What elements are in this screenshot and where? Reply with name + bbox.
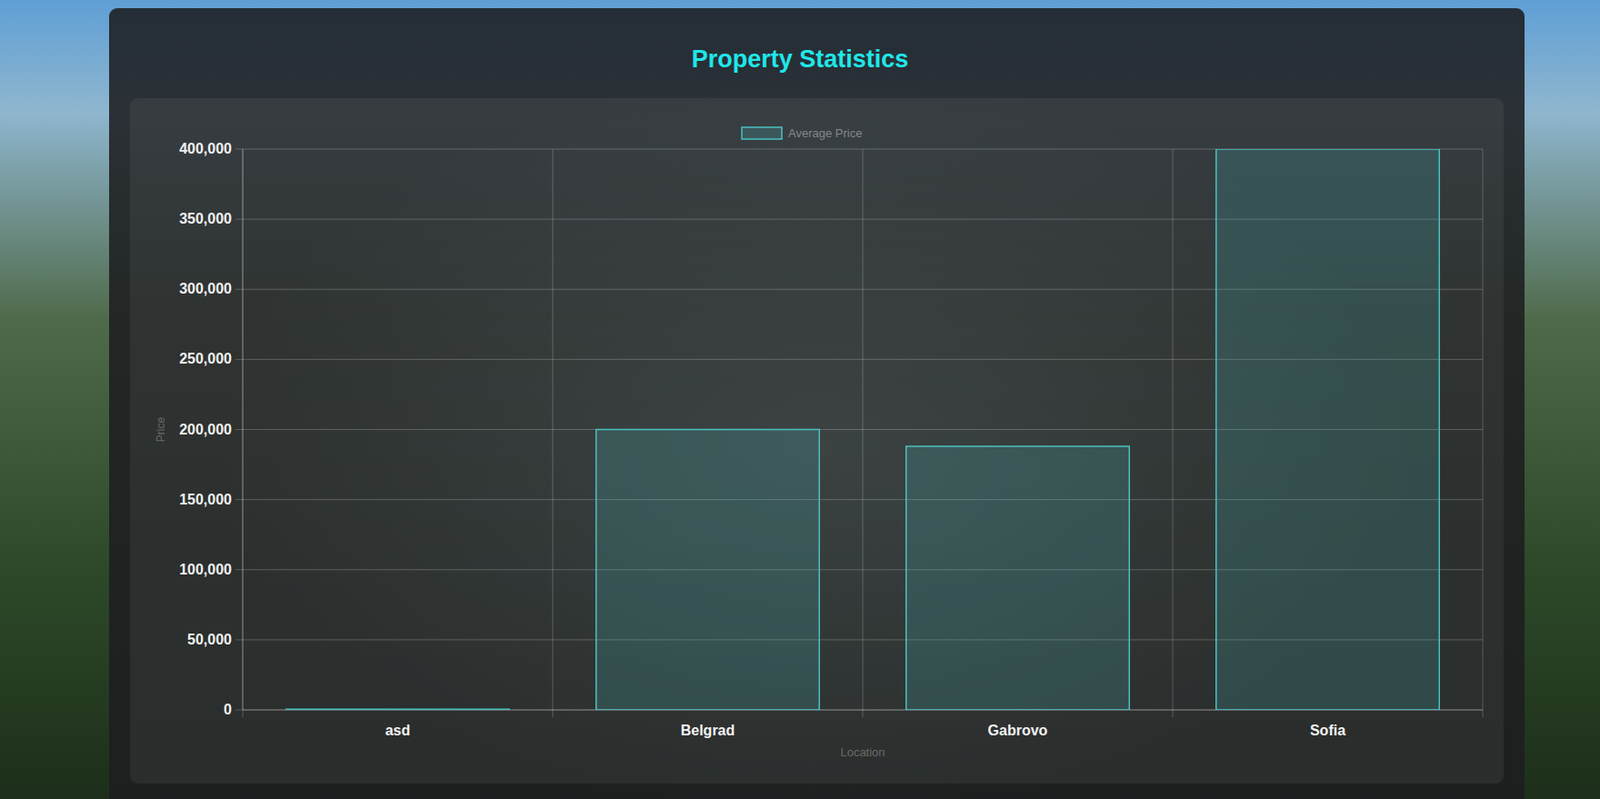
x-axis-title: Location <box>840 745 885 760</box>
y-tick-label: 200,000 <box>179 421 232 438</box>
x-tick-label: Belgrad <box>680 722 736 739</box>
y-tick-label: 350,000 <box>179 210 232 227</box>
y-tick-label: 100,000 <box>179 561 232 578</box>
x-tick-label: Gabrovo <box>988 722 1049 739</box>
bar <box>596 430 820 711</box>
x-grid-line <box>862 149 864 718</box>
y-axis <box>242 149 244 710</box>
x-grid-line <box>242 149 244 718</box>
y-tick-label: 300,000 <box>179 280 232 297</box>
bar <box>906 446 1130 710</box>
x-tick-label: Sofia <box>1310 722 1346 739</box>
chart: 0 50,000 100,000 150,000 200,000 250,000 300,0… <box>0 0 1600 799</box>
y-tick-label: 400,000 <box>179 140 232 157</box>
title: Property Statistics <box>0 45 1600 74</box>
legend-label: Average Price <box>788 126 862 140</box>
x-grid-line <box>1172 149 1174 718</box>
x-grid-line <box>1482 149 1484 718</box>
y-tick-label: 250,000 <box>179 350 232 367</box>
legend-swatch <box>741 127 782 140</box>
y-tick-label: 50,000 <box>187 631 232 648</box>
bar <box>1216 149 1440 710</box>
bars <box>286 149 1440 710</box>
legend: Average Price <box>741 126 862 140</box>
x-grid-line <box>552 149 554 718</box>
x-tick-label: asd <box>385 722 411 739</box>
y-axis-title: Price <box>154 417 168 443</box>
y-tick-label: 150,000 <box>179 491 232 508</box>
y-tick-label: 0 <box>223 701 232 718</box>
bar <box>286 708 510 710</box>
